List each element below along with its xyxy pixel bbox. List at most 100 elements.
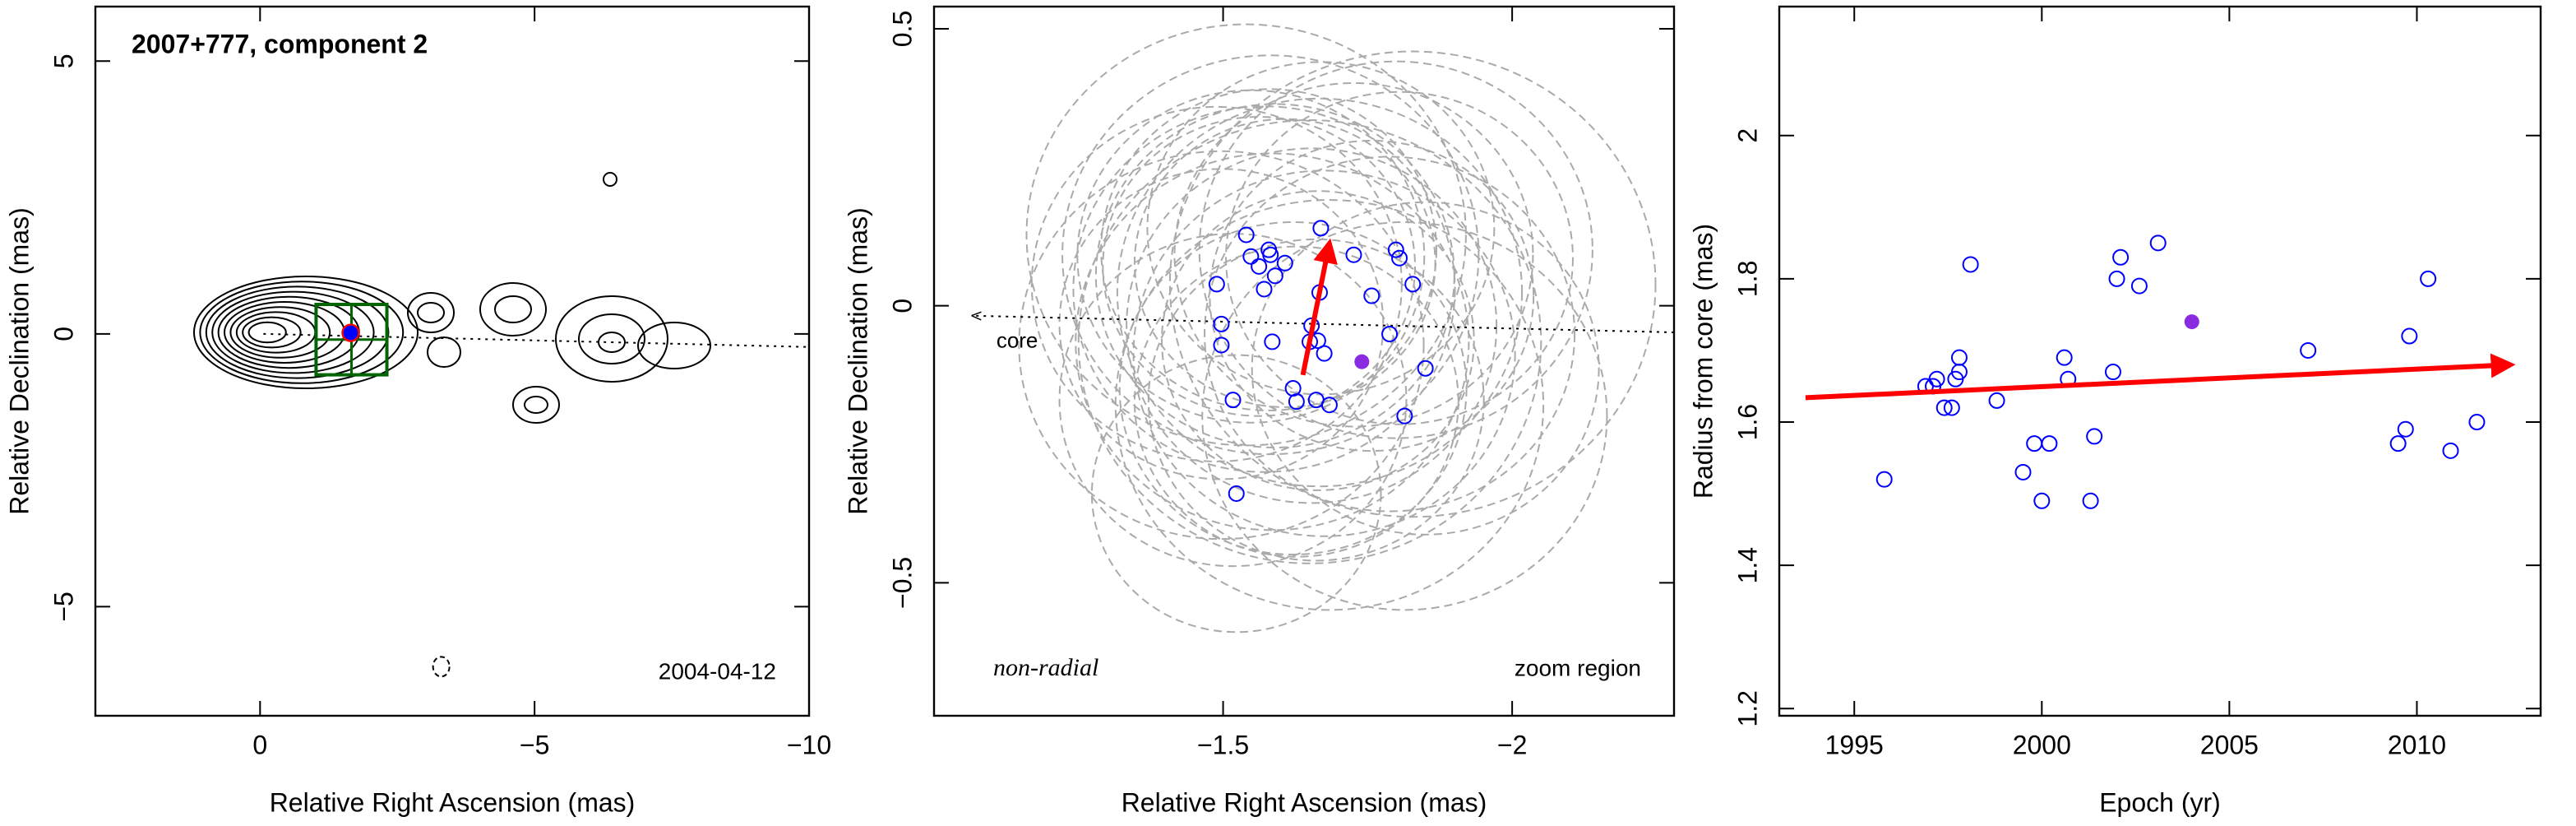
contour <box>578 313 645 364</box>
point <box>2397 420 2414 438</box>
point <box>2300 341 2317 359</box>
size-circle <box>1251 201 1600 536</box>
highlight-point <box>1354 354 1370 369</box>
panel-title: 2007+777, component 2 <box>132 29 428 58</box>
point <box>1251 258 1268 275</box>
point <box>1312 220 1330 237</box>
point <box>1237 226 1255 244</box>
plot-area <box>1805 234 2516 509</box>
contour <box>229 306 331 359</box>
point <box>1404 276 1422 293</box>
plot-area <box>974 23 1674 633</box>
y-tick-label: 1.8 <box>1732 261 1762 297</box>
x-tick-label: 2005 <box>2200 730 2259 759</box>
point <box>1208 276 1225 293</box>
y-axis-label: Radius from core (mas) <box>1688 224 1718 499</box>
contour <box>494 295 532 323</box>
point <box>2442 442 2459 459</box>
y-tick-label: 0 <box>49 327 78 341</box>
x-tick-label: 2010 <box>2388 730 2446 759</box>
size-circle <box>1018 150 1425 541</box>
size-circle <box>1100 88 1438 411</box>
x-tick-label: 0 <box>252 730 267 759</box>
x-axis-label: Epoch (yr) <box>2099 787 2221 817</box>
point <box>1242 248 1260 265</box>
point <box>1935 399 1953 416</box>
point <box>1316 345 1333 362</box>
contour <box>242 316 302 349</box>
y-tick-label: −5 <box>49 592 78 621</box>
y-tick-label: 0 <box>887 299 917 313</box>
size-circle <box>1146 61 1496 396</box>
core-label: core <box>997 328 1038 353</box>
point <box>1213 315 1230 332</box>
point <box>2082 492 2099 509</box>
size-circle <box>1201 220 1608 611</box>
point <box>2401 327 2418 345</box>
x-tick-label: −1.5 <box>1197 730 1249 759</box>
point <box>2130 277 2148 295</box>
size-circle <box>1025 23 1467 447</box>
point <box>1962 256 1979 273</box>
contour <box>199 281 405 384</box>
size-circle <box>1077 119 1542 564</box>
point <box>1266 267 1283 285</box>
point <box>1875 471 1893 488</box>
size-circle <box>1204 155 1576 513</box>
point <box>1345 246 1362 263</box>
point <box>1391 249 1408 267</box>
x-tick-label: −10 <box>787 730 831 759</box>
contour <box>211 290 375 374</box>
x-axis-label: Relative Right Ascension (mas) <box>270 787 636 817</box>
y-tick-label: 2 <box>1732 128 1762 143</box>
point <box>1988 392 2005 409</box>
point <box>1264 333 1281 350</box>
size-circle <box>1058 233 1408 568</box>
point <box>1256 281 1273 298</box>
point <box>2149 234 2167 252</box>
annotation: non-radial <box>993 654 1098 681</box>
contour <box>407 292 455 333</box>
y-tick-label: −0.5 <box>887 557 917 609</box>
contour <box>427 336 461 368</box>
point <box>1224 392 1242 409</box>
size-circle <box>1114 199 1545 611</box>
plot-frame <box>1778 5 2542 717</box>
size-circle <box>1173 81 1534 428</box>
size-circle <box>1126 147 1498 504</box>
size-circle <box>1118 220 1468 556</box>
size-circle <box>1116 97 1524 488</box>
point <box>1950 349 1968 366</box>
y-axis-label: Relative Declination (mas) <box>4 207 34 514</box>
y-tick-label: 1.6 <box>1732 404 1762 440</box>
contour <box>417 302 445 323</box>
motion-arrow <box>1805 353 2516 401</box>
x-tick-label: 2015 <box>2575 730 2576 759</box>
annotation: zoom region <box>1515 655 1641 680</box>
size-circle <box>1168 50 1657 518</box>
x-tick-label: −5 <box>520 730 549 759</box>
y-axis-label: Relative Declination (mas) <box>843 207 872 514</box>
y-tick-label: 1.4 <box>1732 547 1762 583</box>
point <box>2041 435 2058 452</box>
point <box>1396 407 1413 425</box>
date-label: 2004-04-12 <box>659 658 776 684</box>
size-circle <box>1058 168 1385 480</box>
size-circle <box>1133 118 1436 408</box>
point <box>1213 336 1230 354</box>
point <box>1276 254 1293 271</box>
point <box>2389 435 2407 452</box>
point <box>1381 326 1399 343</box>
point <box>1928 370 1945 387</box>
highlight-point <box>2184 314 2199 330</box>
contour <box>479 282 547 336</box>
point <box>1320 397 1338 414</box>
contour <box>637 322 711 369</box>
size-circle <box>1209 139 1535 452</box>
size-circle <box>1147 238 1485 562</box>
plot-area <box>193 172 809 678</box>
size-circle <box>1132 169 1516 537</box>
point <box>2468 414 2486 431</box>
x-tick-label: −2 <box>1497 730 1527 759</box>
y-tick-label: 0.5 <box>887 11 917 47</box>
